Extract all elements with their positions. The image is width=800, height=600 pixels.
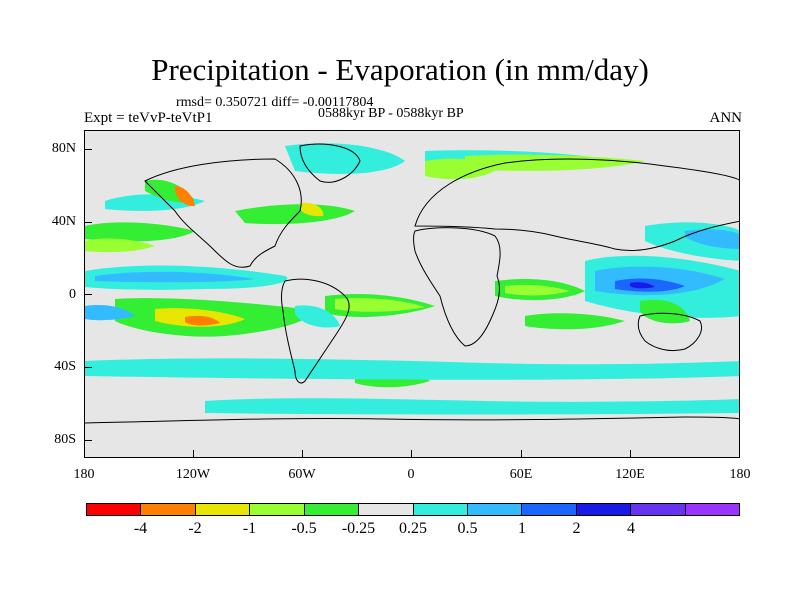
colorbar-box xyxy=(522,504,577,515)
colorbar-box xyxy=(685,504,740,515)
contour-pacific-north-inner xyxy=(95,271,255,283)
contour-south-indian-green xyxy=(525,313,625,330)
colorbar-box xyxy=(141,504,196,515)
lon-tick-120w xyxy=(193,450,194,458)
colorbar-label: 0.5 xyxy=(457,520,478,537)
season-label: ANN xyxy=(709,110,743,126)
coastline-south-america xyxy=(281,278,350,384)
lon-tick-0 xyxy=(411,450,412,458)
map-plot-area xyxy=(84,130,740,458)
lat-label-40s: 40S xyxy=(54,359,76,374)
coastline-antarctica xyxy=(85,416,739,424)
contour-west-pacific-blue xyxy=(685,229,739,249)
contour-australia-green xyxy=(640,299,690,324)
contour-atlantic-itcz-light xyxy=(335,298,425,312)
colorbar-box xyxy=(304,504,360,515)
colorbar-label: -2 xyxy=(188,520,202,537)
colorbar-box xyxy=(467,504,523,515)
colorbar-label: 4 xyxy=(627,520,635,537)
lat-label-40n: 40N xyxy=(51,214,76,229)
lon-label-180-west: 180 xyxy=(73,467,95,482)
colorbar-box xyxy=(87,504,142,515)
lat-tick-40n xyxy=(84,222,92,223)
colorbar-label: -0.5 xyxy=(291,520,317,537)
lon-tick-120e xyxy=(630,450,631,458)
coastlines xyxy=(85,143,739,424)
contour-north-atlantic-yellow xyxy=(300,202,324,217)
colorbar-label: -4 xyxy=(133,520,148,537)
lat-tick-80n xyxy=(84,149,92,150)
colorbar-box xyxy=(413,504,468,515)
experiment-label: Expt = teVvP-teVtP1 xyxy=(84,110,213,126)
lat-tick-80s xyxy=(84,440,92,441)
lat-tick-0 xyxy=(84,294,92,295)
map-svg xyxy=(85,143,739,424)
lon-label-120w: 120W xyxy=(175,467,211,482)
coastline-greenland xyxy=(299,143,361,183)
lon-tick-60e xyxy=(521,450,522,458)
contour-pacific-edge-blue xyxy=(85,305,135,321)
colorbar xyxy=(86,503,740,516)
stats-text: rmsd= 0.350721 diff= -0.00117804 xyxy=(176,95,374,110)
lat-label-80s: 80S xyxy=(54,432,76,447)
lon-label-60w: 60W xyxy=(288,467,316,482)
lat-label-0: 0 xyxy=(69,287,76,302)
contour-north-atlantic-green xyxy=(235,204,355,225)
colorbar-label: 1 xyxy=(518,520,526,537)
colorbar-box xyxy=(359,504,414,515)
colorbar-label: -1 xyxy=(242,520,257,537)
colorbar-box xyxy=(576,504,632,515)
contour-antarctic-cyan xyxy=(205,398,739,415)
contour-greenland-cyan xyxy=(285,143,405,174)
colorbar-label: -0.25 xyxy=(341,520,376,537)
contour-alaska-yellow xyxy=(175,186,195,207)
lon-label-0: 0 xyxy=(407,467,415,482)
lon-label-120e: 120E xyxy=(615,467,645,482)
contour-north-pacific-green xyxy=(85,222,195,242)
coastline-north-america xyxy=(144,158,302,268)
lon-label-60e: 60E xyxy=(509,467,533,482)
coastline-australia xyxy=(637,312,702,352)
contour-southern-ocean-cyan xyxy=(85,358,739,380)
lon-label-180-east: 180 xyxy=(729,467,751,482)
colorbar-box xyxy=(250,504,305,515)
lon-tick-60w xyxy=(302,450,303,458)
colorbar-box xyxy=(195,504,251,515)
contour-fills xyxy=(85,143,739,415)
contour-east-pacific-green xyxy=(85,238,155,253)
chart-title: Precipitation - Evaporation (in mm/day) xyxy=(151,52,649,87)
contour-indian-ocean-light xyxy=(505,284,570,296)
contour-brazil-cyan xyxy=(295,305,340,328)
lat-tick-40s xyxy=(84,367,92,368)
contour-maritime-deep xyxy=(630,282,655,289)
period-text: 0588kyr BP - 0588kyr BP xyxy=(318,106,464,121)
colorbar-box xyxy=(631,504,686,515)
colorbar-label: 0.25 xyxy=(399,520,427,537)
coastline-africa xyxy=(413,227,501,347)
colorbar-label: 2 xyxy=(572,520,581,537)
contour-eurasia-green xyxy=(465,154,645,171)
contour-spcz-orange xyxy=(185,315,220,326)
coastline-eurasia xyxy=(414,158,739,252)
lat-label-80n: 80N xyxy=(51,141,76,156)
